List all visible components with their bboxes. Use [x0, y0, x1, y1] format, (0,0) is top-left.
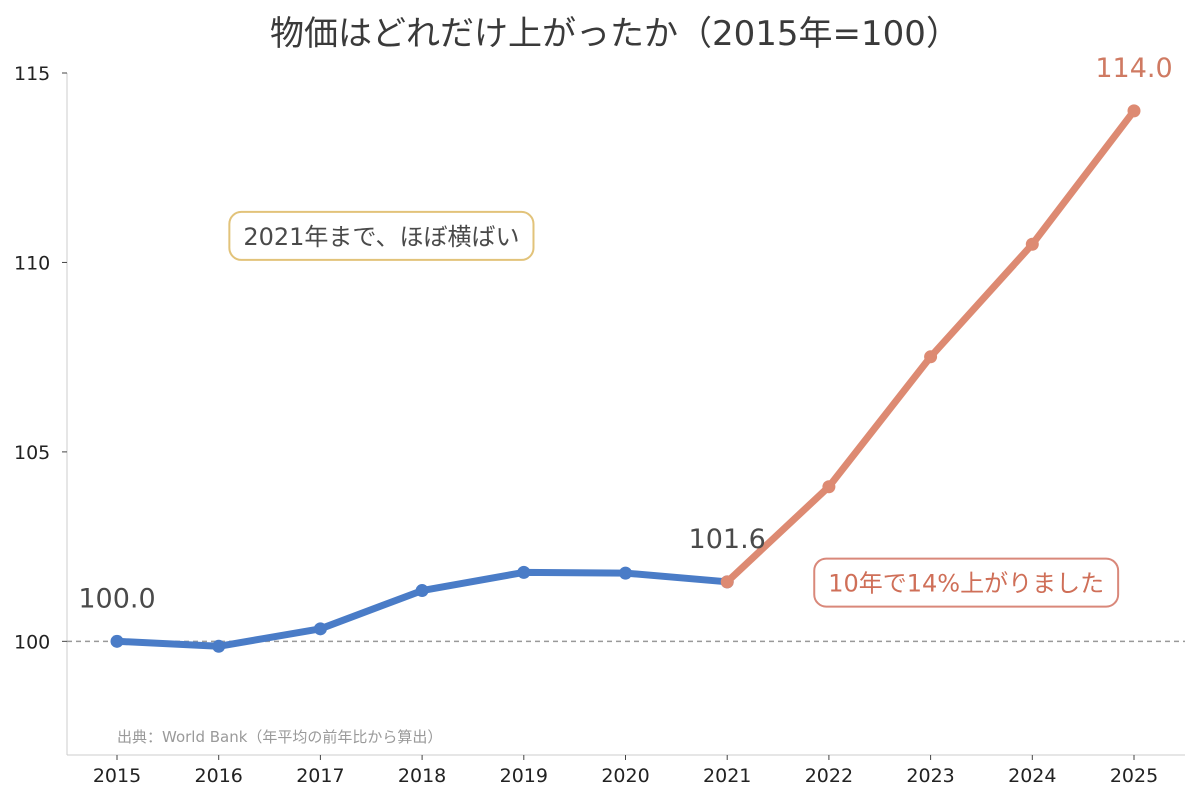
x-tick-label: 2015 [93, 765, 141, 787]
point-label: 100.0 [78, 583, 155, 614]
chart-title: 物価はどれだけ上がったか（2015年=100） [270, 14, 960, 54]
x-tick-label: 2024 [1008, 765, 1056, 787]
annotation-box [813, 557, 1120, 608]
point-label: 114.0 [1095, 53, 1172, 84]
data-point [415, 584, 429, 598]
data-point [924, 350, 938, 364]
x-tick-label: 2025 [1110, 765, 1158, 787]
source-note: 出典：World Bank（年平均の前年比から算出） [117, 728, 442, 746]
data-point [822, 480, 836, 494]
y-tick-label: 100 [14, 631, 50, 653]
axes: 100 105 110 115 2015 2016 2017 2018 2019 2020 2021… [14, 63, 1185, 787]
point-labels-layer: 100.0 101.6 114.0 [78, 53, 1172, 614]
data-point [110, 634, 124, 648]
series-layer [110, 104, 1141, 653]
x-tick-label: 2020 [601, 765, 649, 787]
data-point [1025, 237, 1039, 251]
y-tick-label: 110 [14, 252, 50, 274]
annotation-1: 2021年まで、ほぼ横ばい [228, 210, 535, 261]
data-point [720, 575, 734, 589]
x-tick-label: 2019 [500, 765, 548, 787]
x-tick-label: 2016 [195, 765, 243, 787]
data-point [212, 639, 226, 653]
y-tick-label: 105 [14, 442, 50, 464]
x-tick-label: 2022 [805, 765, 853, 787]
annotation-text: 10年で14%上がりました [828, 570, 1104, 598]
annotation-text: 2021年まで、ほぼ横ばい [243, 223, 519, 251]
annotation-box [228, 210, 535, 261]
data-point [313, 622, 327, 636]
point-label: 101.6 [689, 524, 766, 555]
series-line-1 [113, 568, 731, 650]
x-tick-label: 2018 [398, 765, 446, 787]
y-tick-label: 115 [14, 63, 50, 85]
data-point [517, 565, 531, 579]
data-point [619, 566, 632, 580]
x-tick-label: 2023 [906, 765, 954, 787]
annotations-layer: 2021年まで、ほぼ横ばい 10年で14%上がりました [228, 210, 1120, 608]
annotation-2: 10年で14%上がりました [813, 557, 1120, 608]
series-line-2 [723, 107, 1138, 586]
x-tick-label: 2021 [703, 765, 751, 787]
data-point [1127, 104, 1141, 118]
x-tick-label: 2017 [296, 765, 344, 787]
